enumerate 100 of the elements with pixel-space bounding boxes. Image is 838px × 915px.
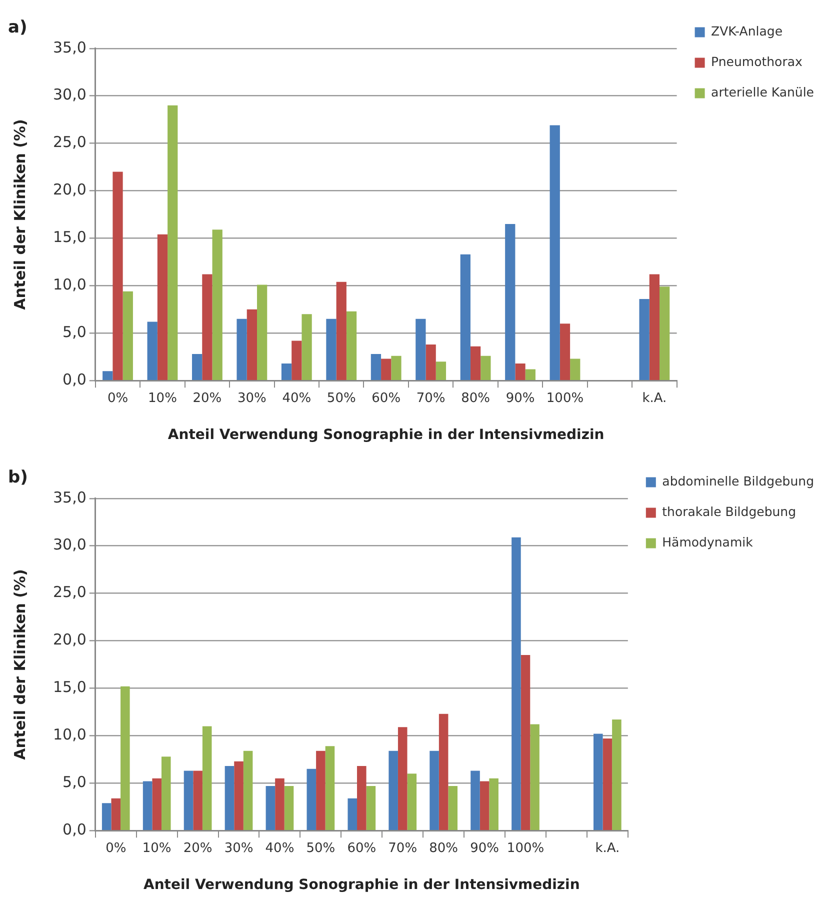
- bar: [660, 286, 670, 380]
- bar: [157, 234, 168, 380]
- chart-title: b): [8, 468, 28, 488]
- bar: [236, 318, 247, 380]
- x-tick-label: 70%: [416, 390, 446, 406]
- bar: [152, 778, 162, 830]
- bar: [102, 803, 112, 830]
- bar: [326, 318, 336, 380]
- y-tick-label: 10,0: [52, 276, 86, 294]
- y-axis-title: Anteil der Kliniken (%): [10, 569, 29, 760]
- bar: [234, 761, 244, 830]
- x-tick-label: 10%: [142, 840, 172, 856]
- y-tick-label: 35,0: [52, 488, 86, 506]
- bar: [257, 284, 268, 380]
- x-tick-label: 0%: [107, 390, 128, 406]
- bar: [430, 750, 439, 830]
- bar: [388, 750, 398, 830]
- bar: [142, 781, 152, 830]
- legend-label: Pneumothorax: [711, 54, 802, 69]
- bar: [292, 340, 302, 380]
- x-tick-label: 40%: [265, 840, 294, 856]
- y-tick-label: 0,0: [62, 370, 86, 388]
- x-tick-label: 50%: [326, 390, 356, 406]
- y-axis-title: Anteil der Kliniken (%): [10, 119, 29, 310]
- x-axis-title: Anteil Verwendung Sonographie in der Intensivmedizin: [143, 877, 580, 894]
- legend-label: arterielle Kanüle: [711, 84, 814, 100]
- legend-label: abdominelle Bildgebung: [662, 474, 814, 488]
- bar: [416, 318, 426, 380]
- x-tick-label: k.A.: [595, 840, 620, 856]
- bar: [161, 756, 171, 830]
- bar: [243, 750, 253, 830]
- bar: [391, 356, 402, 380]
- bar: [112, 172, 123, 380]
- y-tick-label: 10,0: [52, 726, 86, 744]
- x-tick-label: 10%: [148, 390, 177, 406]
- y-tick-label: 30,0: [52, 86, 86, 104]
- bar: [470, 770, 480, 830]
- y-tick-label: 0,0: [62, 820, 86, 838]
- y-tick-label: 5,0: [62, 323, 86, 342]
- bar: [168, 105, 178, 380]
- bar: [224, 766, 234, 830]
- bar: [246, 309, 257, 380]
- bar: [184, 770, 194, 830]
- bar: [525, 369, 536, 380]
- y-tick-label: 15,0: [52, 678, 86, 696]
- bar: [515, 364, 526, 380]
- bar: [193, 770, 202, 830]
- y-tick-label: 30,0: [52, 536, 86, 554]
- bar: [202, 274, 212, 380]
- x-tick-label: 100%: [546, 390, 584, 406]
- x-tick-label: 30%: [224, 840, 254, 856]
- bar: [122, 291, 133, 380]
- bar: [266, 786, 276, 830]
- bar: [512, 537, 521, 830]
- bar: [366, 786, 376, 830]
- x-tick-label: 20%: [192, 390, 222, 406]
- bar: [111, 798, 121, 830]
- x-tick-label: 90%: [470, 840, 499, 856]
- x-tick-label: 60%: [347, 840, 376, 856]
- x-tick-label: 100%: [506, 840, 544, 856]
- bar: [147, 322, 158, 380]
- bar: [325, 746, 335, 830]
- y-tick-label: 5,0: [62, 773, 86, 792]
- bar: [448, 786, 458, 830]
- legend-label: ZVK-Anlage: [711, 24, 783, 38]
- bar: [530, 724, 540, 830]
- x-tick-label: 0%: [106, 840, 126, 856]
- x-tick-label: 40%: [282, 390, 312, 406]
- bar: [398, 727, 408, 830]
- x-tick-label: 50%: [306, 840, 336, 856]
- bar: [505, 224, 516, 380]
- bar: [357, 766, 366, 830]
- x-tick-label: 70%: [388, 840, 418, 856]
- bar: [302, 314, 312, 380]
- x-tick-label: 60%: [372, 390, 401, 406]
- bar: [550, 125, 560, 380]
- y-tick-label: 35,0: [52, 38, 86, 56]
- bar: [212, 230, 222, 380]
- bar: [560, 324, 570, 380]
- bar: [370, 354, 382, 380]
- bar: [436, 362, 446, 380]
- bar: [284, 786, 294, 830]
- y-tick-label: 15,0: [52, 228, 86, 246]
- x-tick-label: 80%: [429, 840, 458, 856]
- chart-title: a): [8, 18, 28, 38]
- bar: [649, 274, 660, 380]
- y-tick-label: 20,0: [52, 180, 86, 199]
- bar: [612, 720, 622, 830]
- y-tick-label: 25,0: [52, 583, 86, 602]
- bar: [594, 734, 603, 830]
- bar: [470, 346, 481, 380]
- x-tick-label: 80%: [461, 390, 490, 406]
- bar: [480, 356, 491, 380]
- bar: [306, 768, 316, 830]
- bar: [570, 358, 580, 380]
- legend-label: thorakale Bildgebung: [662, 504, 796, 519]
- x-axis-title: Anteil Verwendung Sonographie in der Intensivmedizin: [168, 427, 604, 444]
- x-tick-label: 90%: [506, 390, 535, 406]
- bar: [381, 358, 392, 380]
- bar: [336, 282, 346, 380]
